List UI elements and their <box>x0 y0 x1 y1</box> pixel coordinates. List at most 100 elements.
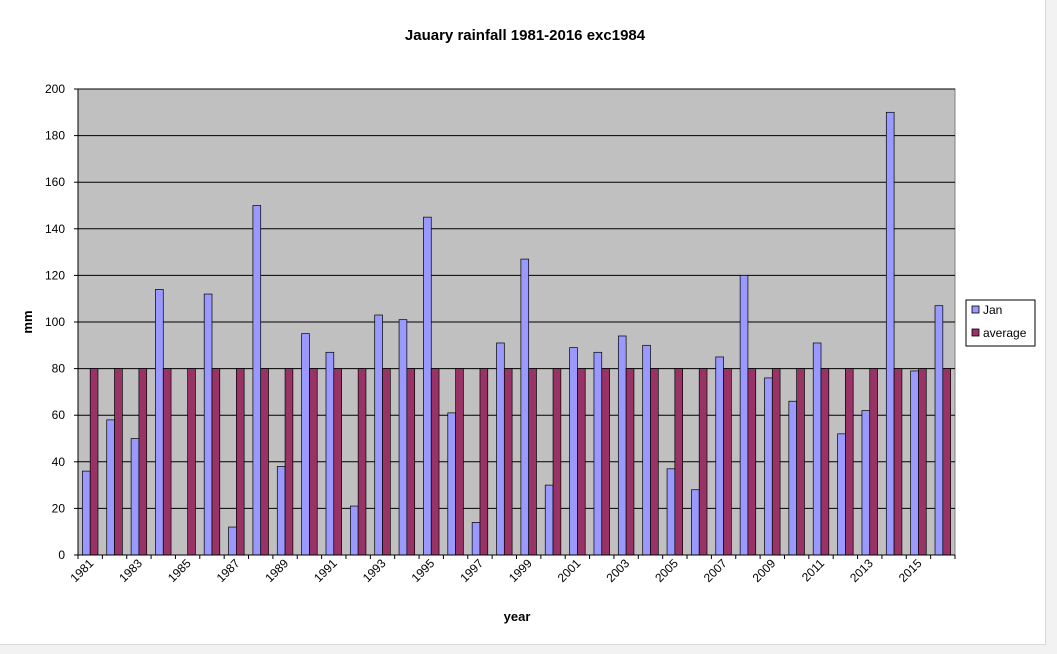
bar-average <box>503 368 513 556</box>
x-axis-ticks: 1981 1983 1985 1987 1989 1991 1993 1995 1997 1999… <box>68 555 956 585</box>
bar-jan <box>203 293 213 556</box>
bar-average <box>601 368 610 556</box>
bar-jan <box>910 370 919 556</box>
bar-jan <box>374 314 383 556</box>
chart-frame: Jauary rainfall 1981-2016 exc1984 0 20 40 6… <box>0 0 1046 645</box>
y-tick-label: 20 <box>52 501 66 515</box>
bar-average <box>893 368 903 556</box>
y-tick-label: 120 <box>45 268 65 282</box>
y-tick-label: 0 <box>58 548 65 562</box>
y-tick-label: 100 <box>45 315 65 329</box>
bar-average <box>918 368 927 556</box>
bar-average <box>260 368 269 556</box>
bar-jan <box>812 342 822 556</box>
y-tick-label: 80 <box>52 362 66 376</box>
bar-average <box>333 368 342 556</box>
y-tick-label: 200 <box>45 82 65 96</box>
bar-average <box>845 368 854 556</box>
bar-jan <box>82 470 91 556</box>
bar-jan <box>325 351 335 556</box>
bar-jan <box>520 258 530 556</box>
x-tick-label: 1999 <box>506 556 535 585</box>
bar-average <box>309 368 318 556</box>
bar-average <box>747 368 757 556</box>
x-tick-label: 1993 <box>360 556 389 585</box>
bar-average <box>528 368 537 556</box>
bar-average <box>357 368 367 556</box>
bar-average <box>89 368 99 556</box>
bar-average <box>479 368 489 556</box>
x-tick-label: 1997 <box>457 556 486 585</box>
x-tick-label: 1985 <box>165 556 194 585</box>
bar-jan <box>301 333 310 556</box>
bar-average <box>382 368 391 556</box>
bar-jan <box>715 356 724 556</box>
x-tick-label: 1989 <box>262 556 291 585</box>
bar-jan <box>106 419 115 556</box>
x-tick-label: 2003 <box>603 556 632 585</box>
bar-jan <box>496 342 505 556</box>
bar-jan <box>569 347 578 556</box>
x-tick-label: 2013 <box>847 556 876 585</box>
bar-average <box>796 368 805 556</box>
legend-label-jan: Jan <box>983 303 1002 317</box>
x-tick-label: 1995 <box>409 556 438 585</box>
bar-average <box>942 368 951 556</box>
legend-label-average: average <box>983 326 1027 340</box>
bar-jan <box>398 319 408 556</box>
bar-jan <box>276 466 286 556</box>
bar-jan <box>666 468 676 556</box>
bar-jan <box>471 522 481 556</box>
y-tick-label: 180 <box>45 129 65 143</box>
bar-jan <box>544 484 554 556</box>
bar-jan <box>155 289 164 556</box>
y-axis-title: mm <box>20 310 35 333</box>
bar-average <box>406 368 416 556</box>
bar-average <box>455 368 464 556</box>
bar-average <box>625 368 635 556</box>
x-tick-label: 2001 <box>555 556 584 585</box>
bar-jan <box>642 344 651 556</box>
bar-jan <box>350 505 359 556</box>
bar-jan <box>885 111 895 556</box>
bar-average <box>138 368 148 556</box>
y-tick-label: 140 <box>45 222 65 236</box>
x-tick-label: 2007 <box>701 556 730 585</box>
x-tick-label: 2009 <box>750 556 779 585</box>
x-tick-label: 2011 <box>799 556 827 584</box>
bar-jan <box>593 351 603 556</box>
bar-average <box>869 368 878 556</box>
bar-average <box>284 368 294 556</box>
bar-average <box>577 368 586 556</box>
bar-average <box>650 368 659 556</box>
legend: Jan average <box>965 299 1036 347</box>
bar-average <box>698 368 708 556</box>
bar-jan <box>617 335 627 556</box>
x-tick-label: 1991 <box>311 556 340 585</box>
bar-average <box>771 368 781 556</box>
bar-average <box>236 368 245 556</box>
y-axis-ticks: 0 20 40 60 80 100 120 140 160 180 200 <box>45 82 78 562</box>
bar-average <box>820 368 830 556</box>
x-axis-title: year <box>504 609 531 624</box>
bar-jan <box>252 205 262 556</box>
legend-swatch-jan <box>971 305 980 314</box>
gridlines <box>78 88 955 509</box>
x-tick-label: 1987 <box>214 556 243 585</box>
bar-jan <box>691 489 700 556</box>
bar-jan <box>447 412 456 556</box>
bar-average <box>211 368 221 556</box>
bar-jan <box>764 377 773 556</box>
bar-average <box>552 368 562 556</box>
x-tick-label: 2015 <box>896 556 925 585</box>
bar-average <box>114 368 123 556</box>
x-tick-label: 2005 <box>652 556 681 585</box>
legend-box <box>965 299 1036 347</box>
bar-jan <box>837 433 846 556</box>
bar-jan <box>228 526 237 556</box>
chart-title: Jauary rainfall 1981-2016 exc1984 <box>405 27 646 44</box>
bar-average <box>162 368 172 556</box>
chart: Jauary rainfall 1981-2016 exc1984 0 20 40 6… <box>20 27 1036 624</box>
x-tick-label: 1981 <box>68 556 97 585</box>
bar-jan <box>739 275 749 556</box>
